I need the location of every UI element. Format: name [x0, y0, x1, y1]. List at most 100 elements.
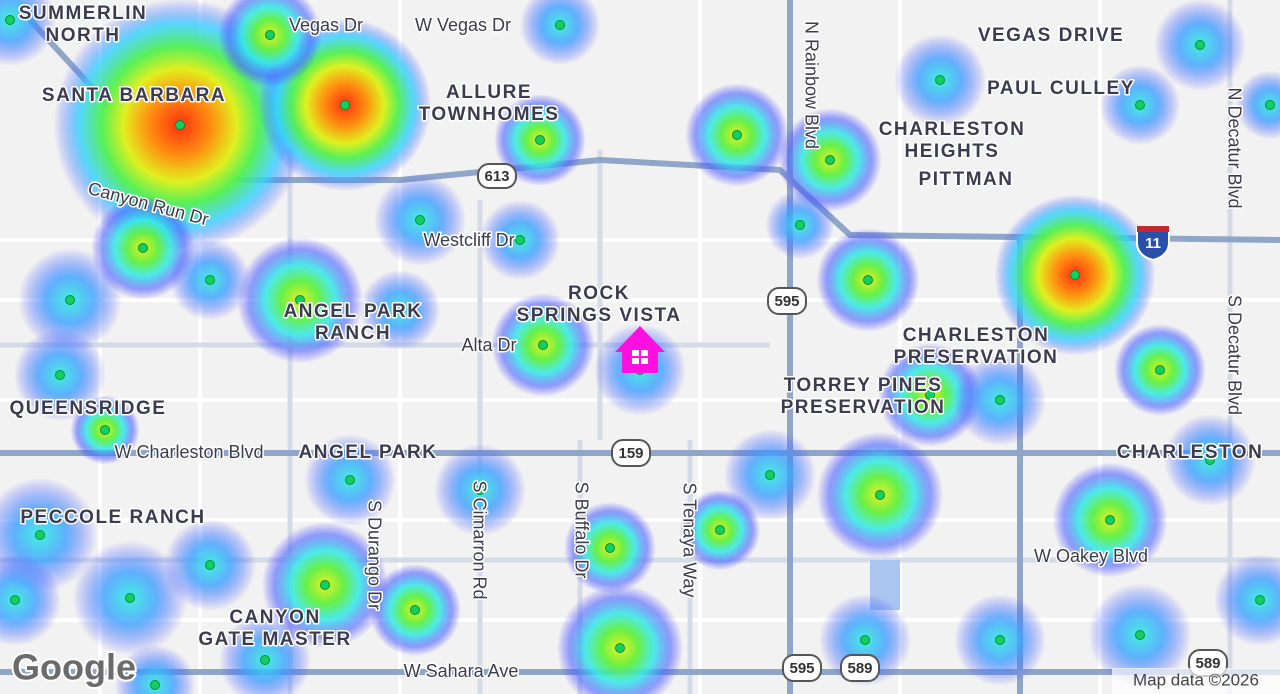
neighborhood-label: PECCOLE RANCH — [20, 507, 205, 528]
neighborhood-label: VEGAS DRIVE — [978, 25, 1124, 46]
street-label: S Buffalo Dr — [571, 482, 591, 579]
route-shields: 613 595 159 595 589 589 11 — [477, 163, 1228, 682]
point — [5, 15, 15, 25]
point — [125, 593, 135, 603]
neighborhood-label: PRESERVATION — [894, 347, 1059, 368]
point — [935, 75, 945, 85]
heat-spot — [1235, 70, 1280, 140]
route-number: 589 — [1195, 655, 1220, 672]
point — [100, 425, 110, 435]
interstate-shield: 11 — [1136, 225, 1170, 262]
neighborhood-label: QUEENSRIDGE — [10, 398, 167, 419]
point — [138, 243, 148, 253]
route-number: 11 — [1145, 235, 1161, 252]
point — [260, 655, 270, 665]
street-label: Vegas Dr — [289, 15, 363, 35]
neighborhood-label: ANGEL PARK — [299, 442, 438, 463]
neighborhood-label: HEIGHTS — [905, 141, 1000, 162]
heat-spot — [556, 584, 684, 694]
google-logo: Google — [12, 647, 136, 688]
neighborhood-label: SPRINGS VISTA — [517, 305, 682, 326]
point — [475, 485, 485, 495]
neighborhood-label: ALLURE — [446, 82, 532, 103]
street-label: W Oakey Blvd — [1034, 546, 1148, 566]
home-marker[interactable] — [615, 326, 665, 373]
point — [1195, 40, 1205, 50]
point — [1105, 515, 1115, 525]
street-label: Westcliff Dr — [423, 230, 514, 250]
attribution[interactable]: Map data ©2026 — [1133, 670, 1259, 689]
heat-spot — [114, 644, 196, 694]
street-label: N Decatur Blvd — [1224, 87, 1244, 208]
neighborhood-label: PITTMAN — [919, 169, 1014, 190]
street-label: S Cimarron Rd — [469, 480, 489, 599]
point — [55, 370, 65, 380]
street-label: Alta Dr — [461, 335, 516, 355]
point — [1255, 595, 1265, 605]
point — [860, 635, 870, 645]
neighborhood-label: PRESERVATION — [781, 397, 946, 418]
point — [1265, 100, 1275, 110]
heat-spot — [519, 0, 601, 66]
point — [555, 20, 565, 30]
neighborhood-label: GATE MASTER — [198, 629, 351, 650]
route-shield: 159 — [611, 439, 651, 467]
point — [1070, 270, 1080, 280]
point — [825, 155, 835, 165]
labels: SUMMERLIN NORTH SANTA BARBARA ALLURE TOW… — [8, 2, 1263, 683]
point — [863, 275, 873, 285]
street-label: W Charleston Blvd — [114, 442, 263, 462]
point — [265, 30, 275, 40]
heat-spot — [0, 0, 56, 66]
street-label: S Decatur Blvd — [1224, 295, 1244, 415]
neighborhood-label: ROCK — [568, 283, 630, 304]
street-label: S Durango Dr — [364, 500, 384, 610]
route-number: 613 — [484, 168, 509, 185]
street-label: W Vegas Dr — [415, 15, 511, 35]
neighborhood-label: NORTH — [45, 25, 120, 46]
route-number: 595 — [774, 293, 799, 310]
heat-spot — [219, 614, 311, 694]
point — [340, 100, 350, 110]
point — [515, 235, 525, 245]
neighborhood-label: ANGEL PARK — [284, 301, 423, 322]
point — [205, 275, 215, 285]
point — [410, 605, 420, 615]
point — [65, 295, 75, 305]
neighborhood-label: RANCH — [315, 323, 391, 344]
street-label: W Sahara Ave — [404, 661, 519, 681]
neighborhood-label: TOWNHOMES — [419, 104, 560, 125]
point — [715, 525, 725, 535]
point — [35, 530, 45, 540]
point — [1135, 630, 1145, 640]
point — [1135, 100, 1145, 110]
heat-spot — [0, 554, 61, 646]
route-shield: 595 — [782, 654, 822, 682]
point — [615, 643, 625, 653]
point — [875, 490, 885, 500]
neighborhood-label: PAUL CULLEY — [987, 78, 1135, 99]
point — [995, 395, 1005, 405]
neighborhood-label: CHARLESTON — [879, 119, 1026, 140]
point — [538, 340, 548, 350]
route-shield: 613 — [477, 163, 517, 189]
point — [175, 120, 185, 130]
neighborhood-label: SUMMERLIN — [19, 3, 148, 24]
point — [205, 560, 215, 570]
neighborhood-label: CHARLESTON — [903, 325, 1050, 346]
point — [1205, 455, 1215, 465]
route-number: 595 — [789, 660, 814, 677]
street-label: S Tenaya Way — [679, 482, 699, 597]
point — [10, 595, 20, 605]
route-shield: 589 — [840, 654, 880, 682]
point — [395, 305, 405, 315]
point — [925, 390, 935, 400]
point — [295, 295, 305, 305]
point — [150, 680, 160, 690]
heat-spot — [1214, 554, 1280, 646]
street-label: N Rainbow Blvd — [801, 21, 821, 149]
route-shield: 595 — [767, 287, 807, 315]
point — [765, 470, 775, 480]
neighborhood-label: SANTA BARBARA — [42, 85, 226, 106]
